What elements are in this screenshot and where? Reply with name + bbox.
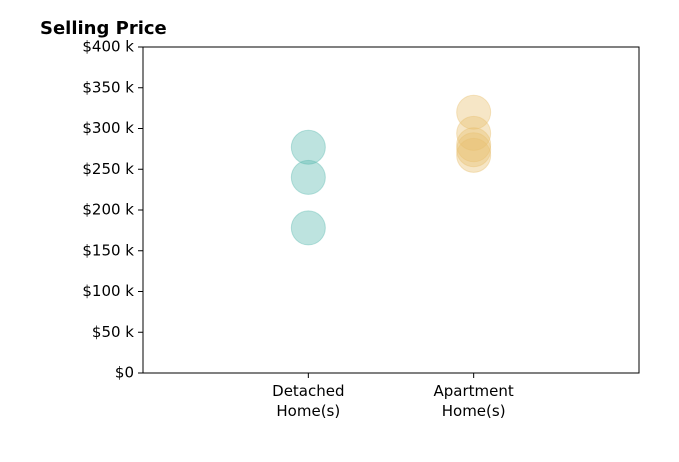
point — [456, 137, 492, 173]
point — [456, 127, 492, 163]
y-tick-label: $0 — [115, 364, 134, 382]
point — [456, 115, 492, 151]
y-tick-label: $300 k — [82, 119, 134, 137]
plot-frame — [142, 46, 640, 374]
point — [456, 94, 492, 130]
point — [290, 210, 326, 246]
point — [456, 132, 492, 168]
y-tick-label: $100 k — [82, 282, 134, 300]
x-tick-label: Detached Home(s) — [272, 382, 345, 420]
chart-title: Selling Price — [40, 18, 167, 39]
y-tick-label: $400 k — [82, 38, 134, 56]
y-tick-label: $150 k — [82, 241, 134, 259]
x-tick-label: Apartment Home(s) — [433, 382, 514, 420]
y-tick-label: $250 k — [82, 160, 134, 178]
point — [290, 159, 326, 195]
y-tick-label: $350 k — [82, 78, 134, 96]
point — [290, 129, 326, 165]
y-tick-label: $50 k — [92, 323, 134, 341]
y-tick-label: $200 k — [82, 201, 134, 219]
